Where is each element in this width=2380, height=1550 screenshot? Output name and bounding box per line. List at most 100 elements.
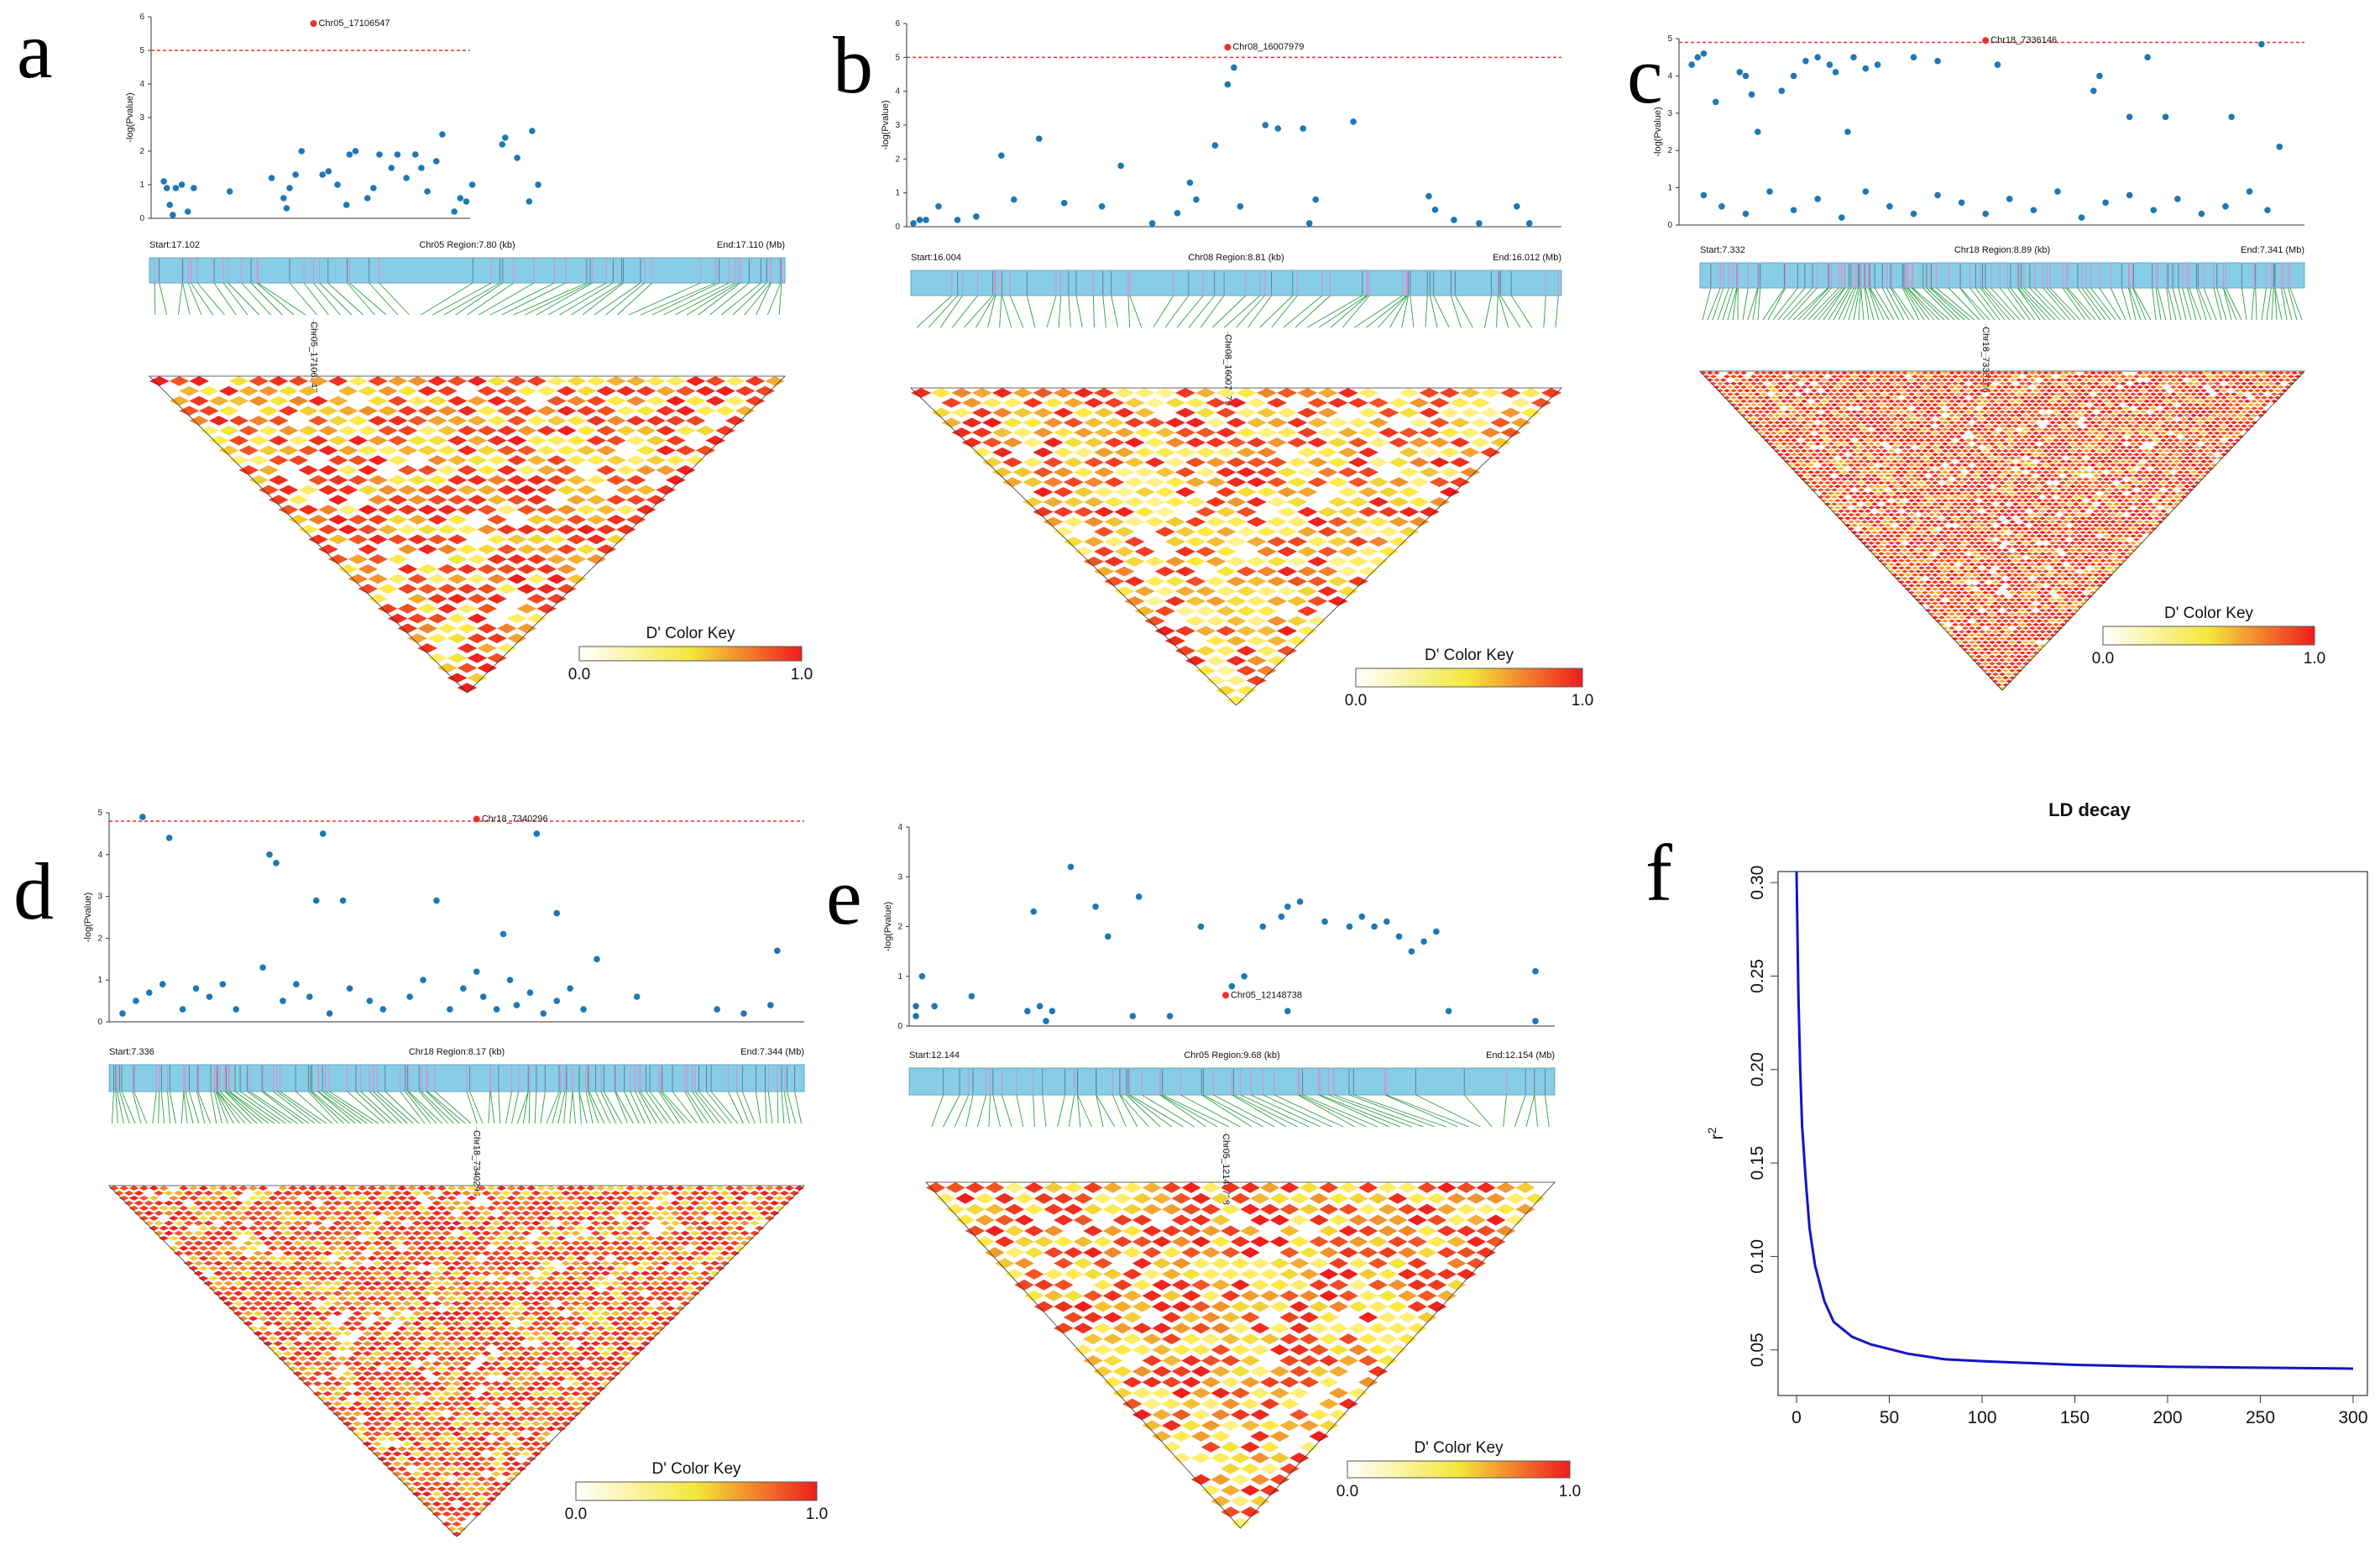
ld-cell [1915,385,1922,390]
ld-cell [2093,495,2100,499]
ld-cell [1831,431,1838,435]
ld-cell [1861,470,1868,474]
ld-cell [1206,576,1227,587]
ld-cell [1033,487,1054,497]
ld-cell [1982,548,1989,552]
ld-cell [298,465,319,475]
ld-cell [1134,506,1155,517]
ld-cell [1878,438,1885,442]
ld-cell [615,505,636,515]
ld-cell [1888,534,1895,538]
ld-cell [1861,385,1868,390]
ld-cell [1807,378,1814,382]
ld-cell [2049,548,2056,552]
snp-point [191,185,197,191]
snp-connector [1717,287,1730,321]
ld-cell [1851,431,1858,435]
ld-cell [2026,424,2032,428]
ld-cell [2079,601,2086,605]
ld-cell [268,435,289,446]
ld-cell [1982,612,1989,616]
ld-cell [586,534,607,545]
ld-cell [1774,378,1781,382]
ld-cell [1871,403,1878,407]
ld-cell [1730,395,1737,400]
ld-cell [1760,385,1767,390]
ld-cell [387,435,408,446]
ld-cell [715,406,735,416]
ld-cell [1938,467,1945,471]
ld-cell [1851,403,1858,407]
ld-cell [1276,427,1298,438]
ld-cell [2026,453,2032,457]
ld-cell [2006,523,2012,527]
ld-cell [536,544,557,555]
snp-point [1802,57,1809,65]
snp-connector [536,282,593,316]
ld-cell [417,563,438,574]
ld-cell [1996,668,2002,673]
ld-cell [1928,576,1935,581]
ld-cell [1757,416,1764,422]
ld-cell [2130,520,2137,524]
ld-cell [1216,586,1237,597]
ld-cell [1073,547,1094,557]
ld-cell [1918,395,1925,400]
ld-cell [2012,416,2019,422]
ld-cell [2012,424,2019,428]
ld-cell [2029,435,2036,439]
ld-cell [387,554,408,564]
ld-cell [1818,416,1824,422]
ld-cell [2053,516,2059,521]
ld-cell [1378,447,1399,458]
ld-cell [487,534,507,545]
snp-connector [1176,295,1204,328]
ld-cell [2002,512,2009,517]
ld-cell [2110,456,2116,460]
ld-cell [1875,555,1881,559]
ld-cell [1787,406,1794,411]
ld-cell [1908,385,1915,390]
ld-cell [675,445,696,456]
ld-cell [1781,399,1787,403]
ld-cell [1969,484,1975,489]
ld-cell [1851,531,1858,535]
ld-cell [1915,448,1922,453]
ld-cell [1918,431,1925,435]
ld-cell [318,465,338,475]
ld-cell [1922,442,1928,446]
ld-cell [1124,457,1145,468]
ld-cell [1985,410,1992,414]
ld-cell [666,376,686,386]
ld-cell [586,474,607,485]
ld-cell [1925,453,1932,457]
ld-cell [666,435,686,446]
ld-cell [2093,544,2100,549]
ld-cell [1985,573,1992,577]
ld-cell [506,514,527,525]
ld-cell [1898,480,1905,485]
ld-cell [2126,488,2133,492]
ld-cell [1757,403,1764,407]
ld-cell [1955,470,1962,474]
ld-cell [2032,416,2039,422]
ld-cell [1865,381,1871,385]
ld-cell [2016,413,2022,417]
ld-cell [2069,470,2076,474]
ld-cell [2069,435,2076,439]
ld-cell [1804,389,1811,393]
ld-cell [1814,484,1821,489]
ld-cell [2006,636,2012,641]
ld-cell [2009,456,2016,460]
snp-connector [939,295,963,328]
ld-cell [2073,480,2079,485]
snp-connector [327,282,364,316]
ld-cell [2120,509,2126,513]
ld-cell [1972,424,1979,428]
snp-connector [1980,287,2006,321]
ld-cell [1848,427,1854,432]
y-tick-label: 4 [139,80,144,89]
ld-cell [1979,523,1985,527]
ld-cell [1378,388,1399,398]
ld-cell [2032,531,2039,535]
